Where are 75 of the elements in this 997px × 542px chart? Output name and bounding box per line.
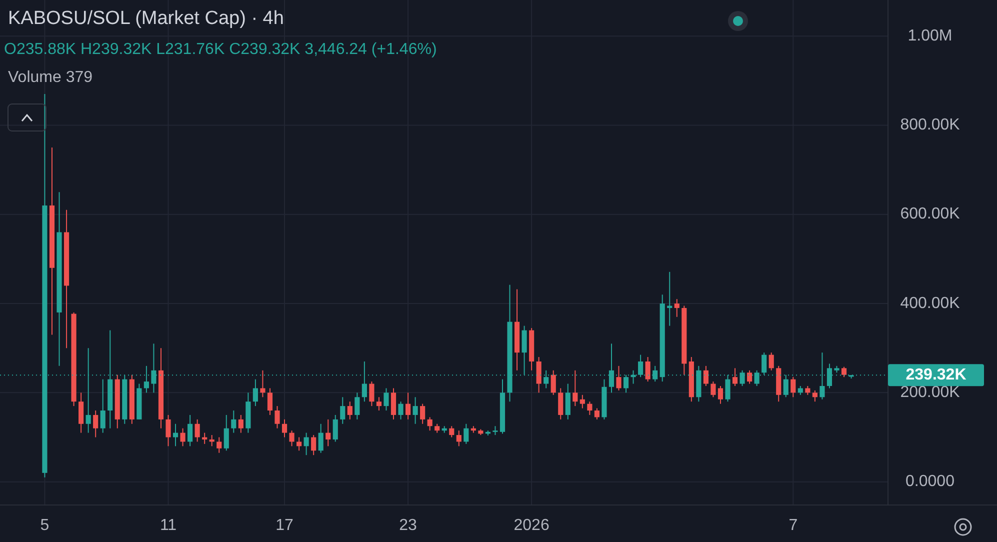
candlestick — [304, 432, 309, 456]
candlestick — [616, 365, 622, 391]
candlestick — [238, 414, 244, 434]
candlestick — [594, 408, 600, 420]
candlestick — [841, 366, 847, 378]
y-tick-label: 600.00K — [900, 206, 960, 223]
candlestick — [572, 370, 578, 407]
y-tick-label: 400.00K — [900, 294, 960, 312]
candlestick — [703, 365, 708, 386]
candlestick — [347, 401, 352, 420]
candlestick — [326, 418, 331, 447]
candlestick — [100, 378, 106, 434]
candlestick — [812, 390, 818, 402]
y-tick-label: 800.00K — [900, 116, 960, 134]
candlestick — [747, 370, 752, 384]
candlestick — [376, 396, 382, 412]
candlestick — [718, 385, 724, 404]
candlestick — [252, 378, 258, 407]
candlestick — [412, 396, 418, 424]
candlestick — [180, 428, 186, 447]
candlestick — [93, 410, 98, 438]
candlestick — [216, 436, 222, 454]
x-tick-label: 11 — [160, 517, 177, 534]
candlestick — [405, 392, 411, 420]
candlestick — [289, 430, 294, 447]
x-tick-label: 17 — [276, 517, 294, 534]
chart-title: KABOSU/SOL (Market Cap) · 4h — [8, 8, 284, 29]
candlestick — [354, 392, 360, 420]
x-tick-label: 7 — [788, 517, 798, 534]
candlestick — [78, 392, 84, 434]
candlestick — [282, 418, 288, 438]
candlestick — [296, 436, 302, 452]
candlestick — [384, 388, 389, 412]
candlestick — [231, 410, 236, 434]
candlestick — [194, 418, 200, 442]
candlestick — [274, 406, 280, 429]
candlestick — [587, 401, 592, 416]
candlestick — [565, 383, 570, 420]
candlestick — [674, 298, 680, 318]
candlestick — [456, 430, 462, 447]
annotation: O235.88K H239.32K L231.76K C239.32K 3,446.24 (+1.46%) — [4, 41, 437, 58]
candlestick — [398, 401, 404, 420]
candlestick — [188, 414, 193, 447]
candlestick — [332, 414, 338, 442]
candlestick — [464, 423, 469, 444]
candlestick — [558, 388, 564, 420]
candlestick — [732, 368, 738, 386]
candlestick — [340, 396, 346, 424]
y-tick-label: 1.00M — [908, 27, 952, 44]
candlestick — [267, 388, 273, 416]
candlestick — [645, 356, 650, 382]
candlestick — [166, 414, 171, 447]
ref-line-label: 239.32K — [906, 366, 967, 384]
y-tick-label: 200.00K — [900, 384, 960, 401]
annotation: Volume 379 — [8, 69, 93, 86]
x-tick-label: 5 — [40, 517, 50, 534]
candlestick — [710, 381, 716, 398]
candlestick — [420, 403, 426, 424]
candlestick — [536, 356, 542, 394]
candlestick — [768, 352, 774, 371]
candlestick — [224, 414, 229, 452]
candlestick — [790, 376, 796, 398]
candlestick — [172, 423, 178, 447]
x-tick-label: 23 — [399, 517, 418, 534]
candlestick — [390, 388, 396, 420]
x-tick-label: 2026 — [514, 517, 550, 534]
candlestick — [550, 370, 556, 396]
candlestick — [449, 426, 454, 438]
candlestick — [311, 434, 316, 456]
candlestick — [427, 416, 432, 432]
candlestick — [260, 370, 266, 398]
candlestick — [318, 423, 324, 454]
candlestick — [580, 394, 585, 409]
candlestick — [369, 381, 374, 407]
y-tick-label: 0.0000 — [906, 473, 955, 490]
